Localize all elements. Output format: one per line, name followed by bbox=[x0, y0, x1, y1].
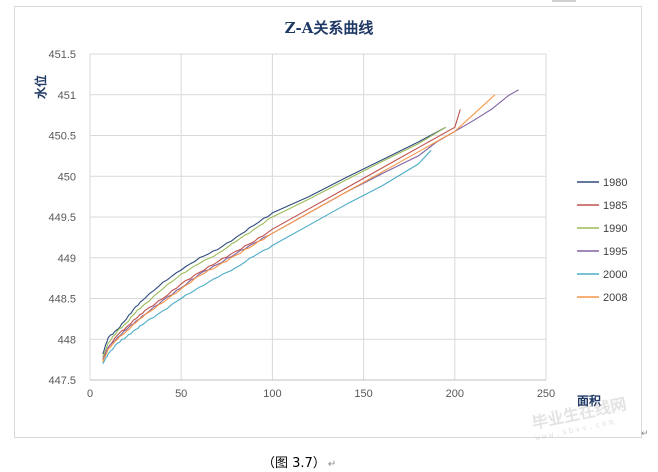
series-line-1985 bbox=[102, 109, 461, 360]
y-tick-label: 450.5 bbox=[48, 131, 76, 143]
figure-caption: （图 3.7） ↵ bbox=[262, 452, 336, 471]
y-tick-label: 450 bbox=[58, 171, 76, 183]
legend-label-1980: 1980 bbox=[603, 177, 627, 189]
legend-label-1995: 1995 bbox=[603, 246, 627, 258]
y-tick-label: 449 bbox=[58, 253, 76, 265]
legend: 1980 1985 1990 1995 2000 2008 bbox=[577, 177, 627, 304]
series-line-1990 bbox=[102, 126, 446, 358]
y-tick-label: 448.5 bbox=[48, 294, 76, 306]
y-axis-title: 水位 bbox=[33, 75, 48, 99]
figure-caption-text: （图 3.7） bbox=[262, 456, 326, 471]
page-edge-mark bbox=[552, 0, 576, 2]
x-tick-labels: 0 50 100 150 200 250 bbox=[87, 388, 555, 400]
x-tick-label: 0 bbox=[87, 388, 93, 400]
grid bbox=[89, 53, 547, 381]
x-tick-label: 50 bbox=[175, 388, 187, 400]
x-axis-title: 面积 bbox=[577, 393, 601, 408]
y-tick-labels: 447.5 448 448.5 449 449.5 450 450.5 451 451.5 bbox=[48, 49, 76, 387]
y-tick-label: 451.5 bbox=[48, 49, 76, 61]
x-tick-label: 100 bbox=[263, 388, 281, 400]
legend-label-2008: 2008 bbox=[603, 292, 627, 304]
x-tick-label: 200 bbox=[446, 388, 464, 400]
y-tick-label: 447.5 bbox=[48, 375, 76, 387]
y-tick-label: 449.5 bbox=[48, 212, 76, 224]
y-tick-label: 448 bbox=[58, 334, 76, 346]
return-mark: ↵ bbox=[641, 428, 649, 438]
x-tick-label: 250 bbox=[537, 388, 555, 400]
legend-label-2000: 2000 bbox=[603, 269, 627, 281]
chart-frame: Z-A关系曲线 0 50 100 150 200 250 447.5 448 448.5 449… bbox=[14, 6, 642, 438]
series-line-1980 bbox=[102, 126, 446, 355]
series-line-2000 bbox=[102, 149, 432, 364]
series-lines bbox=[102, 89, 519, 364]
legend-label-1985: 1985 bbox=[603, 200, 627, 212]
chart-title: Z-A关系曲线 bbox=[285, 19, 374, 37]
paragraph-mark: ↵ bbox=[327, 459, 337, 470]
legend-label-1990: 1990 bbox=[603, 223, 627, 235]
x-tick-label: 150 bbox=[354, 388, 372, 400]
series-line-2008 bbox=[102, 94, 496, 363]
z-a-relation-chart: Z-A关系曲线 0 50 100 150 200 250 447.5 448 448.5 449… bbox=[33, 19, 627, 408]
y-tick-label: 451 bbox=[58, 90, 76, 102]
